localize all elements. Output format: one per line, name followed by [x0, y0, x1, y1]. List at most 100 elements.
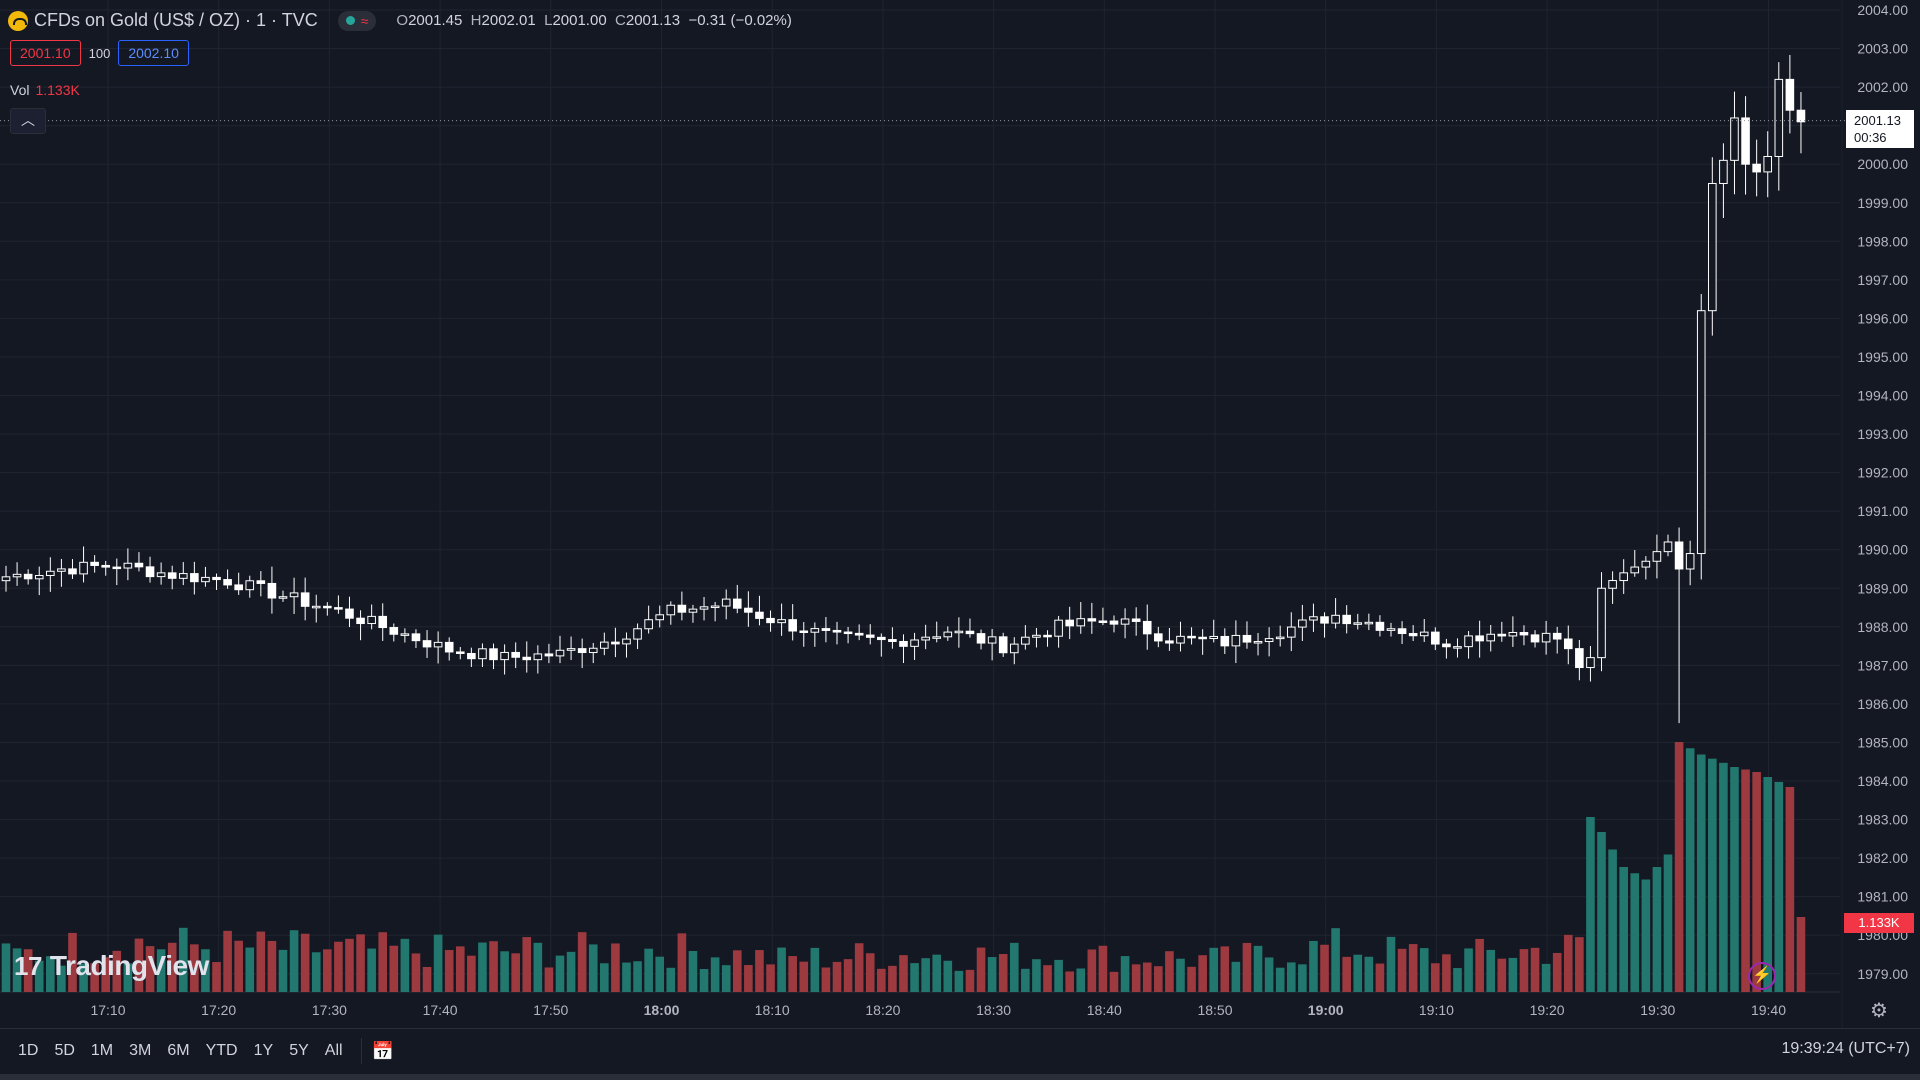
timeframe-3m[interactable]: 3M — [129, 1042, 152, 1059]
candle-body — [1608, 580, 1617, 589]
volume-bar — [345, 938, 354, 992]
calendar-range-icon[interactable]: 📅 — [371, 1040, 394, 1061]
x-tick-label: 18:30 — [976, 1002, 1011, 1018]
candle-body — [943, 631, 953, 638]
timeframe-all[interactable]: All — [324, 1042, 343, 1059]
volume-bar — [311, 952, 321, 992]
candle-body — [134, 562, 144, 568]
candle-body — [888, 639, 897, 642]
volume-legend[interactable]: Vol 1.133K — [10, 82, 80, 98]
candle-body — [1586, 657, 1595, 669]
timeframe-1y[interactable]: 1Y — [253, 1042, 274, 1059]
volume-bar — [976, 947, 986, 992]
candle-body — [1619, 572, 1628, 582]
candle-body — [1242, 634, 1252, 643]
volume-bar — [1375, 963, 1385, 992]
volume-bar — [1054, 959, 1063, 992]
volume-bar — [755, 950, 764, 992]
candle-body — [422, 640, 432, 648]
price-chart[interactable]: 2004.00 2003.00 2002.00 2001.00 2000.00 1999.… — [0, 0, 1920, 1028]
candle-body — [755, 611, 764, 619]
settings-gear-icon[interactable]: ⚙ — [1870, 1000, 1888, 1022]
sell-button[interactable]: 2001.10 — [10, 40, 81, 66]
y-tick-label: 1992.00 — [1857, 465, 1908, 481]
volume-bar — [1286, 962, 1296, 992]
volume-bar — [245, 947, 255, 992]
timeframe-5y[interactable]: 5Y — [289, 1042, 309, 1059]
volume-bar — [1696, 754, 1706, 992]
candle-body — [1353, 622, 1363, 625]
timeframe-1m[interactable]: 1M — [90, 1042, 114, 1059]
candle-body — [998, 636, 1008, 654]
lightning-icon[interactable]: ⚡ — [1748, 962, 1776, 990]
volume-bar — [1342, 956, 1351, 992]
volume-bar — [156, 949, 166, 992]
volume-bar — [1685, 748, 1695, 992]
volume-bar — [467, 955, 476, 992]
volume-bar — [566, 951, 576, 992]
tradingview-watermark[interactable]: 17 TradingView — [14, 950, 209, 982]
candle-body — [1630, 566, 1640, 574]
candle-body — [57, 568, 66, 572]
volume-bar — [998, 954, 1008, 992]
timeframe-6m[interactable]: 6M — [167, 1042, 190, 1059]
volume-bar — [1752, 772, 1761, 992]
candle-body — [234, 584, 243, 591]
low-value: 2001.00 — [552, 12, 607, 29]
volume-bar — [267, 940, 277, 992]
volume-bar — [1187, 966, 1196, 992]
bar-countdown: 00:36 — [1854, 130, 1887, 145]
timezone-clock[interactable]: 19:39:24 (UTC+7) — [1781, 1040, 1910, 1057]
ohlc-values: O2001.45 H2002.01 L2001.00 C2001.13 −0.3… — [396, 12, 792, 29]
y-tick-label: 1981.00 — [1857, 889, 1908, 905]
volume-bar — [223, 930, 232, 992]
candle-body — [1209, 635, 1219, 640]
volume-bar — [899, 955, 908, 992]
candle-body — [710, 605, 720, 609]
volume-bar — [544, 967, 554, 992]
volume-bar — [600, 963, 609, 992]
volume-bar — [190, 944, 199, 992]
volume-bar — [865, 953, 875, 992]
collapse-chevron-icon[interactable]: ︿ — [10, 108, 46, 134]
volume-bar — [588, 944, 598, 992]
volume-bar — [112, 950, 122, 992]
volume-bar — [500, 951, 509, 992]
volume-bar — [1142, 962, 1152, 992]
candle-body — [1419, 631, 1429, 637]
buy-button[interactable]: 2002.10 — [118, 40, 189, 66]
timeframe-1d[interactable]: 1D — [18, 1042, 39, 1059]
volume-bar — [1386, 936, 1396, 992]
x-tick-label: 18:10 — [755, 1002, 790, 1018]
candle-body — [12, 573, 22, 578]
candle-body — [256, 580, 266, 584]
candle-body — [1486, 633, 1496, 642]
volume-bar — [167, 942, 177, 992]
candle-body — [23, 573, 33, 580]
volume-bar — [433, 934, 443, 992]
volume-bar — [178, 927, 188, 992]
symbol-title[interactable]: CFDs on Gold (US$ / OZ) · 1 · TVC — [34, 10, 318, 30]
delayed-wave-icon: ≈ — [360, 12, 369, 29]
market-status-pill[interactable]: ≈ — [337, 10, 377, 31]
volume-bar — [278, 949, 288, 992]
timeframe-5d[interactable]: 5D — [54, 1042, 75, 1059]
candle-body — [1131, 618, 1141, 622]
candle-body — [666, 604, 676, 616]
candle-body — [289, 592, 299, 598]
volume-bar — [1708, 758, 1717, 992]
volume-bar — [1253, 945, 1263, 992]
volume-bar — [478, 942, 487, 992]
candle-body — [744, 607, 753, 613]
y-tick-label: 1988.00 — [1857, 619, 1908, 635]
candle-body — [1309, 616, 1318, 621]
timeframe-ytd[interactable]: YTD — [205, 1042, 238, 1059]
candle-body — [1342, 614, 1351, 625]
volume-bar — [334, 941, 343, 992]
toolbar-divider — [360, 1038, 362, 1064]
candle-body — [1098, 620, 1108, 623]
y-tick-label: 1998.00 — [1857, 233, 1908, 249]
x-tick-label: 18:40 — [1087, 1002, 1122, 1018]
volume-bar — [123, 963, 133, 992]
candle-body — [1674, 541, 1684, 570]
